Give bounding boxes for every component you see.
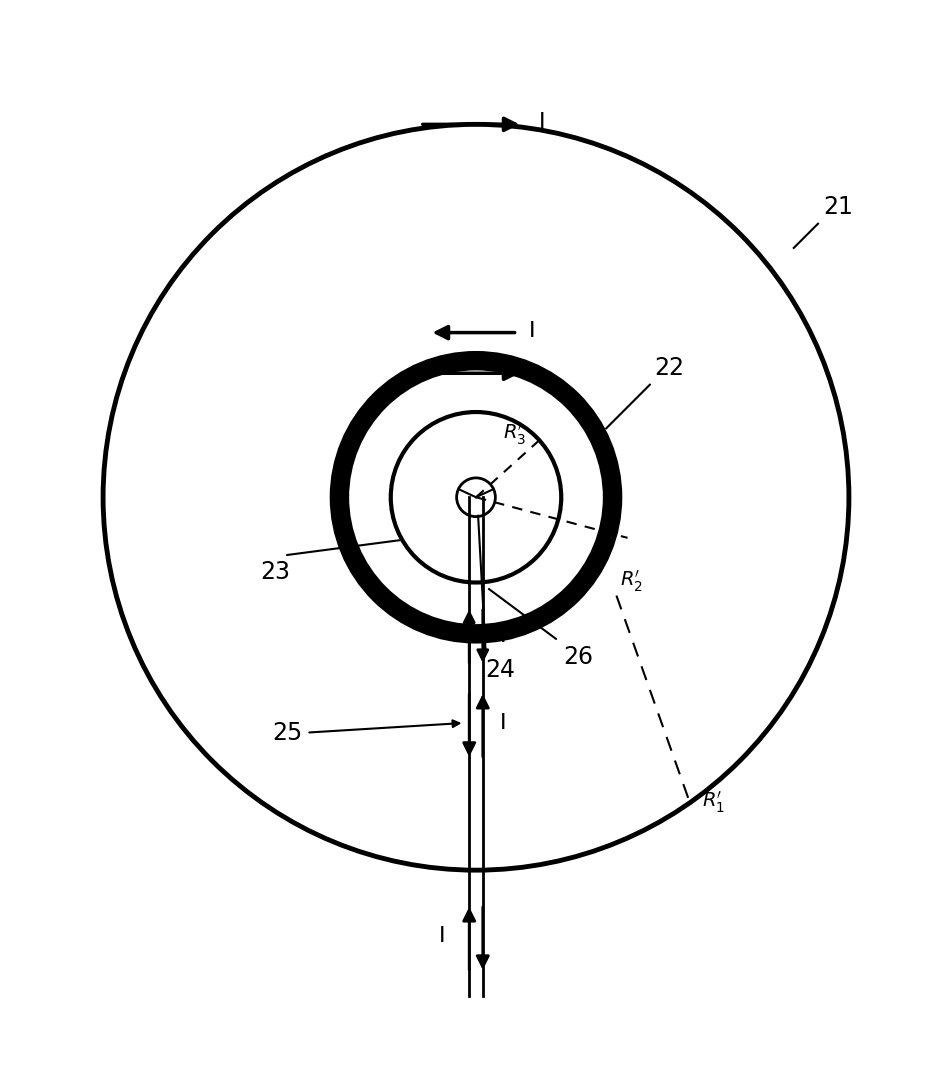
Text: 23: 23 <box>260 561 290 584</box>
Text: I: I <box>529 363 536 384</box>
Text: I: I <box>500 713 506 733</box>
Text: 25: 25 <box>272 720 303 745</box>
Text: $R_1'$: $R_1'$ <box>702 790 724 816</box>
Text: 26: 26 <box>564 645 593 669</box>
Text: I: I <box>539 113 545 133</box>
Text: 22: 22 <box>655 356 684 379</box>
Text: I: I <box>529 321 536 341</box>
Text: 24: 24 <box>486 658 516 682</box>
Text: 21: 21 <box>823 195 853 219</box>
Text: $R_3'$: $R_3'$ <box>503 421 526 447</box>
Text: I: I <box>439 926 445 946</box>
Text: $R_2'$: $R_2'$ <box>620 569 643 594</box>
Text: I: I <box>500 626 506 645</box>
